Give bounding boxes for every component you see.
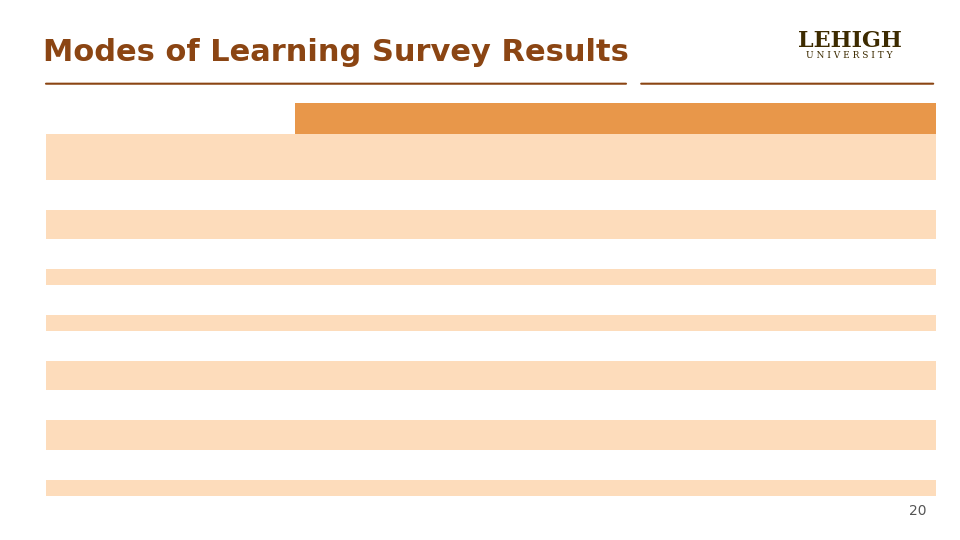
Text: Lehigh In Residence: Lehigh In Residence bbox=[53, 293, 186, 307]
Text: Not Remote - Home: Not Remote - Home bbox=[53, 339, 169, 353]
Text: 100: 100 bbox=[446, 339, 468, 353]
Text: Total Remote: Total Remote bbox=[53, 247, 140, 261]
Text: 1,008 Freshmen: 1,008 Freshmen bbox=[480, 400, 569, 410]
Text: Not Remote – Unknown: Not Remote – Unknown bbox=[53, 428, 191, 442]
Text: Total Not Remote: Total Not Remote bbox=[53, 458, 168, 471]
Text: 1,207: 1,207 bbox=[346, 188, 379, 201]
Text: % of Total Students: % of Total Students bbox=[53, 150, 182, 164]
Text: Fully Remote - Home: Fully Remote - Home bbox=[53, 188, 176, 201]
Text: 20: 20 bbox=[909, 504, 926, 518]
Text: 68: 68 bbox=[363, 293, 379, 307]
Text: 237: 237 bbox=[446, 428, 468, 442]
Text: Not Remote – Off Campus: Not Remote – Off Campus bbox=[53, 369, 205, 382]
Text: Modes of Learning Survey Results: Modes of Learning Survey Results bbox=[43, 38, 629, 67]
Text: 42%: 42% bbox=[351, 150, 379, 164]
Text: Notes: Notes bbox=[480, 112, 520, 125]
Text: Fully Remote – Off Campus: Fully Remote – Off Campus bbox=[53, 218, 212, 231]
Text: Not Remote: Not Remote bbox=[387, 112, 470, 125]
Text: 58%: 58% bbox=[441, 150, 468, 164]
Text: From Fall 2020 Modes of Learning and Tuition Discount Survey, Bursar &
Housing d: From Fall 2020 Modes of Learning and Tui… bbox=[480, 146, 883, 167]
Text: Remote: Remote bbox=[313, 112, 367, 125]
Text: LEHIGH: LEHIGH bbox=[798, 30, 901, 52]
Text: Not Remote – On Campus: Not Remote – On Campus bbox=[53, 399, 204, 412]
Text: 891: 891 bbox=[357, 218, 379, 231]
Text: 2,098: 2,098 bbox=[342, 247, 379, 261]
Text: 1,557: 1,557 bbox=[435, 369, 468, 382]
Text: 3,116: 3,116 bbox=[431, 458, 468, 471]
Text: U N I V E R S I T Y: U N I V E R S I T Y bbox=[806, 51, 893, 60]
Text: 1,222: 1,222 bbox=[435, 399, 468, 412]
